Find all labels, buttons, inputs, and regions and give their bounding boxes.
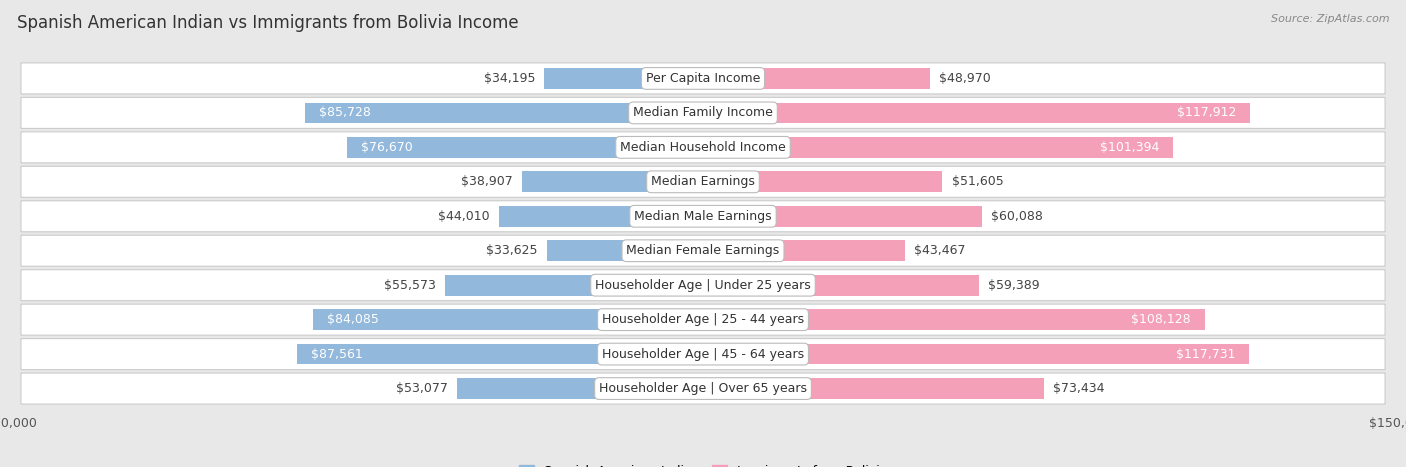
Bar — [703, 137, 1174, 158]
Text: $48,970: $48,970 — [939, 72, 991, 85]
Text: $87,561: $87,561 — [311, 347, 363, 361]
Text: Householder Age | 45 - 64 years: Householder Age | 45 - 64 years — [602, 347, 804, 361]
FancyBboxPatch shape — [21, 235, 1385, 266]
Text: $44,010: $44,010 — [437, 210, 489, 223]
Bar — [703, 241, 904, 261]
Text: Median Household Income: Median Household Income — [620, 141, 786, 154]
Bar — [703, 171, 942, 192]
Bar — [547, 241, 703, 261]
Text: Householder Age | Under 25 years: Householder Age | Under 25 years — [595, 279, 811, 292]
Text: $76,670: $76,670 — [361, 141, 413, 154]
Bar — [314, 309, 703, 330]
Text: $59,389: $59,389 — [988, 279, 1039, 292]
FancyBboxPatch shape — [21, 63, 1385, 94]
Legend: Spanish American Indian, Immigrants from Bolivia: Spanish American Indian, Immigrants from… — [513, 460, 893, 467]
Text: $108,128: $108,128 — [1132, 313, 1191, 326]
Bar — [457, 378, 703, 399]
Bar — [347, 137, 703, 158]
Text: Median Female Earnings: Median Female Earnings — [627, 244, 779, 257]
Text: $117,912: $117,912 — [1177, 106, 1236, 120]
Bar — [499, 206, 703, 226]
Bar — [523, 171, 703, 192]
Text: $34,195: $34,195 — [484, 72, 536, 85]
Text: Source: ZipAtlas.com: Source: ZipAtlas.com — [1271, 14, 1389, 24]
FancyBboxPatch shape — [21, 269, 1385, 301]
FancyBboxPatch shape — [21, 98, 1385, 128]
Text: $73,434: $73,434 — [1053, 382, 1105, 395]
FancyBboxPatch shape — [21, 373, 1385, 404]
Text: $101,394: $101,394 — [1099, 141, 1160, 154]
Text: $53,077: $53,077 — [395, 382, 447, 395]
Bar — [305, 103, 703, 123]
Text: $55,573: $55,573 — [384, 279, 436, 292]
FancyBboxPatch shape — [21, 132, 1385, 163]
Bar — [703, 103, 1250, 123]
Text: $33,625: $33,625 — [486, 244, 537, 257]
Text: Median Family Income: Median Family Income — [633, 106, 773, 120]
Text: $51,605: $51,605 — [952, 175, 1004, 188]
Bar — [703, 275, 979, 296]
Bar — [446, 275, 703, 296]
FancyBboxPatch shape — [21, 166, 1385, 198]
FancyBboxPatch shape — [21, 201, 1385, 232]
Text: $84,085: $84,085 — [326, 313, 378, 326]
Bar — [703, 206, 981, 226]
Bar — [297, 344, 703, 364]
Text: Median Male Earnings: Median Male Earnings — [634, 210, 772, 223]
Bar — [703, 309, 1205, 330]
Text: Median Earnings: Median Earnings — [651, 175, 755, 188]
Bar — [703, 378, 1043, 399]
Text: Spanish American Indian vs Immigrants from Bolivia Income: Spanish American Indian vs Immigrants fr… — [17, 14, 519, 32]
Bar — [544, 68, 703, 89]
Text: Householder Age | 25 - 44 years: Householder Age | 25 - 44 years — [602, 313, 804, 326]
Text: Householder Age | Over 65 years: Householder Age | Over 65 years — [599, 382, 807, 395]
FancyBboxPatch shape — [21, 304, 1385, 335]
FancyBboxPatch shape — [21, 339, 1385, 369]
Text: $43,467: $43,467 — [914, 244, 966, 257]
Text: Per Capita Income: Per Capita Income — [645, 72, 761, 85]
Text: $38,907: $38,907 — [461, 175, 513, 188]
Bar — [703, 344, 1250, 364]
Bar — [703, 68, 931, 89]
Text: $60,088: $60,088 — [991, 210, 1043, 223]
Text: $117,731: $117,731 — [1175, 347, 1236, 361]
Text: $85,728: $85,728 — [319, 106, 371, 120]
